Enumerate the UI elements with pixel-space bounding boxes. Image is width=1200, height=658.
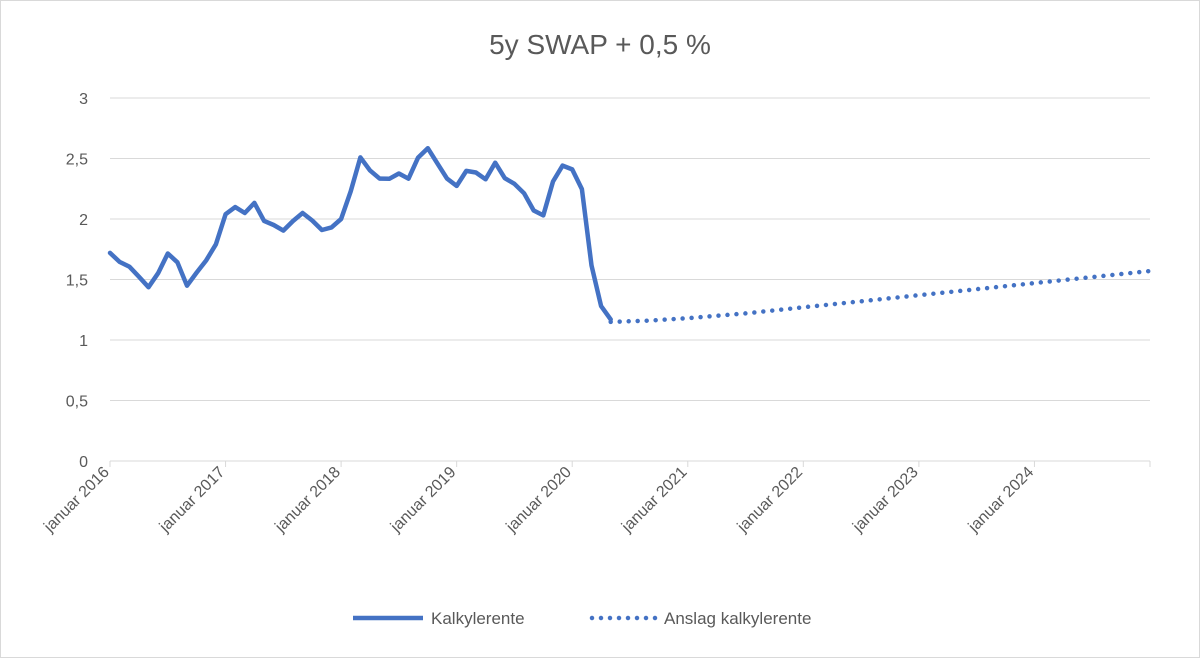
legend: Kalkylerente Anslag kalkylerente bbox=[353, 609, 811, 628]
x-tick-label: januar 2022 bbox=[734, 464, 807, 537]
x-axis-ticks: januar 2016 januar 2017 januar 2018 januar … bbox=[40, 461, 1151, 537]
legend-label-kalkylerente: Kalkylerente bbox=[431, 609, 525, 628]
x-tick-label: januar 2024 bbox=[965, 464, 1038, 537]
y-tick-label: 1 bbox=[79, 333, 88, 350]
y-tick-label: 2,5 bbox=[66, 152, 88, 169]
x-tick-label: januar 2020 bbox=[503, 464, 576, 537]
legend-item-anslag[interactable]: Anslag kalkylerente bbox=[589, 609, 811, 628]
y-tick-label: 0 bbox=[79, 454, 88, 471]
y-tick-label: 1,5 bbox=[66, 273, 88, 290]
y-tick-label: 3 bbox=[79, 91, 88, 108]
legend-item-kalkylerente[interactable]: Kalkylerente bbox=[353, 609, 525, 628]
x-tick-label: januar 2019 bbox=[387, 464, 460, 537]
x-tick-label: januar 2016 bbox=[40, 464, 113, 537]
chart-title: 5y SWAP + 0,5 % bbox=[489, 29, 711, 60]
series-layer bbox=[107, 145, 1153, 325]
x-tick-label: januar 2017 bbox=[156, 464, 229, 537]
gridlines bbox=[110, 97, 1150, 401]
y-axis-ticks: 0 0,5 1 1,5 2 2,5 3 bbox=[66, 91, 88, 471]
legend-label-anslag: Anslag kalkylerente bbox=[664, 609, 811, 628]
y-tick-label: 0,5 bbox=[66, 394, 88, 411]
x-tick-label: januar 2021 bbox=[618, 464, 691, 537]
series-line-anslag bbox=[608, 268, 1153, 325]
series-line-kalkylerente bbox=[107, 145, 613, 322]
x-tick-label: januar 2023 bbox=[849, 464, 922, 537]
y-tick-label: 2 bbox=[79, 212, 88, 229]
x-tick-label: januar 2018 bbox=[271, 464, 344, 537]
